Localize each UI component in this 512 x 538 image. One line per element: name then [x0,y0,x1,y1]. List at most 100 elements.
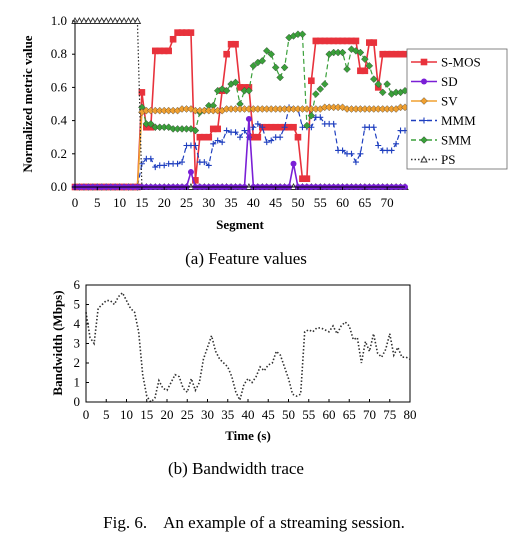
chart-b-y-tick-label: 6 [74,277,81,292]
series-mmm-point [352,159,359,166]
series-mmm-point [147,155,154,162]
chart-a-y-tick-label: 0.4 [51,113,68,128]
series-smm-point [276,73,284,82]
series-mmm-point [179,159,186,166]
series-mmm-point [241,127,248,134]
series-s-mos-point [290,123,297,131]
chart-b-x-tick-label: 20 [161,407,174,422]
chart-a-x-tick-label: 70 [381,195,394,210]
series-mmm-point [308,124,315,131]
chart-a-x-tick-label: 65 [358,195,371,210]
series-ps-point [75,17,84,24]
series-s-mos-point [169,35,177,43]
chart-b-caption: (b) Bandwidth trace [168,459,304,478]
chart-b-y-tick-label: 0 [74,394,81,409]
chart-b-x-tick-label: 40 [242,407,255,422]
chart-a-x-tick-label: 15 [135,195,148,210]
chart-a-x-tick-label: 10 [113,195,126,210]
legend-item-sd: SD [411,74,458,89]
chart-a-x-tick-label: 35 [225,195,238,210]
series-mmm [72,104,408,190]
legend-item-smm: SMM [411,133,472,148]
chart-a-x-axis-label: Segment [216,217,264,232]
legend-marker-s-mos [420,58,428,66]
legend-item-s-mos: S-MOS [411,55,481,70]
series-s-mos-point [205,133,213,141]
legend-item-sv: SV [411,94,458,109]
series-mmm-point [232,129,239,136]
series-sd-line [75,118,405,188]
series-smm-point [164,123,173,132]
series-ps-point [80,17,88,24]
legend-label-sv: SV [441,94,458,109]
series-mmm-point [161,162,168,169]
chart-b-x-tick-label: 10 [120,407,133,422]
series-mmm-point [223,127,230,134]
series-smm-point [147,120,155,128]
series-smm-point [356,48,365,57]
series-smm-point [338,48,347,57]
series-mmm-point [210,140,217,147]
series-mmm-point [259,124,266,131]
series-mmm-point [375,142,382,149]
chart-b-x-axis-label: Time (s) [225,428,271,443]
chart-b-x-tick-label: 15 [140,407,153,422]
chart-b-y-tick-label: 2 [74,355,81,370]
series-ps-point [129,17,137,24]
legend-label-mmm: MMM [441,113,476,128]
series-mmm-point [393,140,400,147]
series-smm-point [365,62,374,70]
chart-b-plot-area [85,291,411,404]
series-sd-point [290,160,297,167]
chart-b-y-tick-label: 1 [74,375,81,390]
chart-a: 0 5 10 15 20 25 30 35 40 45 50 55 60 65 70 0.0 0.2 0.4 0.6… [20,13,508,268]
series-smm-point [231,78,240,87]
series-mmm-point [254,120,261,127]
series-mmm-point [263,139,270,146]
chart-a-x-tick-label: 40 [247,195,260,210]
legend-item-ps: PS [411,152,455,167]
figure-caption: Fig. 6. An example of a streaming sessio… [103,513,405,532]
series-mmm-point [370,124,377,131]
series-smm-point [258,57,267,65]
series-s-mos-point [303,175,311,182]
chart-b-y-tick-label: 4 [74,316,81,331]
chart-a-ticks: 0 5 10 15 20 25 30 35 40 45 50 55 60 65 70 0.0 0.2 0.4 0.6… [51,13,394,210]
series-sd [72,115,408,190]
series-ps-point [97,17,106,24]
chart-a-y-tick-label: 0.8 [51,46,67,61]
chart-b-x-tick-label: 0 [83,407,90,422]
chart-a-y-tick-label: 0.2 [51,146,67,161]
legend-label-smm: SMM [441,133,472,148]
series-s-mos-point [370,39,378,46]
series-s-mos-point [223,50,230,58]
chart-b-y-tick-label: 3 [74,336,81,351]
series-s-mos-point [352,37,360,45]
series-smm-point [378,88,387,97]
series-ps-point [89,17,97,24]
series-ps-point [133,17,142,24]
series-mmm-point [219,139,226,146]
chart-b-x-tick-label: 5 [103,407,110,422]
chart-a-x-tick-label: 25 [180,195,193,210]
series-smm-point [320,80,329,88]
series-smm-point [262,47,271,55]
series-bandwidth [85,291,411,404]
series-smm-point [383,80,391,88]
series-s-mos-point [294,133,302,141]
chart-a-legend: S-MOS SD SV MMM SMM PS [406,48,508,170]
series-s-mos-point [232,40,239,48]
chart-a-x-tick-label: 55 [314,195,327,210]
series-smm-point [343,65,351,73]
chart-a-x-tick-label: 30 [202,195,215,210]
series-smm-point [271,63,280,72]
series-smm-point [245,86,253,95]
series-bandwidth-line [85,291,411,404]
series-mmm-point [214,137,221,144]
chart-b-x-tick-label: 75 [383,407,396,422]
series-mmm-point [152,164,159,171]
series-s-mos-point [214,125,222,133]
series-smm-point [298,30,307,39]
chart-b-x-tick-label: 60 [323,407,336,422]
